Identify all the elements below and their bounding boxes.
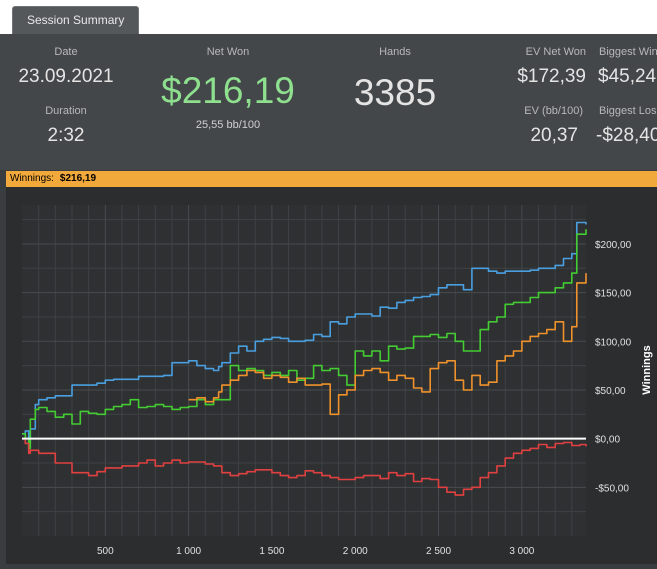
y-tick-label: $150,00 xyxy=(595,289,632,300)
series-lines xyxy=(22,221,587,496)
biggest-loss-label: Biggest Loss xyxy=(599,105,657,117)
tab-session-summary[interactable]: Session Summary xyxy=(12,6,140,34)
winnings-banner: Winnings: $216,19 xyxy=(6,171,657,187)
y-tick-label: -$50,00 xyxy=(595,483,629,494)
y-tick-labels: -$50,00 $0,00 $50,00 $100,00 $150,00 $200,00 xyxy=(595,240,632,494)
y-tick-label: $0,00 xyxy=(595,435,620,446)
ev-bb-label: EV (bb/100) xyxy=(524,105,583,117)
ev-net-won-value: $172,39 xyxy=(517,66,586,87)
y-axis-label: Winnings xyxy=(641,345,653,394)
x-tick-label: 500 xyxy=(97,546,114,557)
series-line-2 xyxy=(22,229,587,450)
net-won-value: $216,19 xyxy=(161,70,295,111)
x-tick-label: 2 500 xyxy=(426,546,451,557)
x-tick-label: 2 000 xyxy=(343,546,368,557)
tab-bar: Session Summary xyxy=(0,0,657,35)
biggest-win-label: Biggest Win xyxy=(599,46,657,58)
biggest-loss-value: -$28,40 xyxy=(596,125,657,146)
y-tick-label: $200,00 xyxy=(595,240,632,251)
net-won-label: Net Won xyxy=(206,46,250,58)
duration-label: Duration xyxy=(45,105,87,117)
y-tick-label: $50,00 xyxy=(595,386,626,397)
series-line-4 xyxy=(22,437,587,496)
winnings-chart-panel: -$50,00 $0,00 $50,00 $100,00 $150,00 $200,00 … xyxy=(6,187,657,564)
series-line-3 xyxy=(188,273,587,416)
net-won-bb-per-100: 25,55 bb/100 xyxy=(195,119,261,131)
duration-value: 2:32 xyxy=(47,125,85,146)
session-summary-panel: Date 23.09.2021 Duration 2:32 Net Won $2… xyxy=(0,34,657,170)
x-tick-label: 1 500 xyxy=(259,546,284,557)
hands-value: 3385 xyxy=(353,72,437,113)
x-tick-labels: 500 1 000 1 500 2 000 2 500 3 000 xyxy=(97,546,535,557)
biggest-win-value: $45,24 xyxy=(598,66,657,87)
date-label: Date xyxy=(54,46,78,58)
winnings-banner-value: $216,19 xyxy=(59,173,97,184)
ev-net-won-label: EV Net Won xyxy=(525,46,586,58)
winnings-chart: -$50,00$0,00$50,00$100,00$150,00$200,00 … xyxy=(22,205,653,557)
hands-label: Hands xyxy=(379,46,411,58)
y-tick-label: $100,00 xyxy=(595,337,632,348)
plot-area xyxy=(22,205,586,536)
ev-bb-value: 20,37 xyxy=(530,125,578,146)
x-tick-label: 1 000 xyxy=(176,546,201,557)
series-line-1 xyxy=(22,221,587,445)
x-tick-label: 3 000 xyxy=(509,546,534,557)
winnings-banner-label: Winnings: xyxy=(10,173,54,184)
date-value: 23.09.2021 xyxy=(18,66,114,87)
